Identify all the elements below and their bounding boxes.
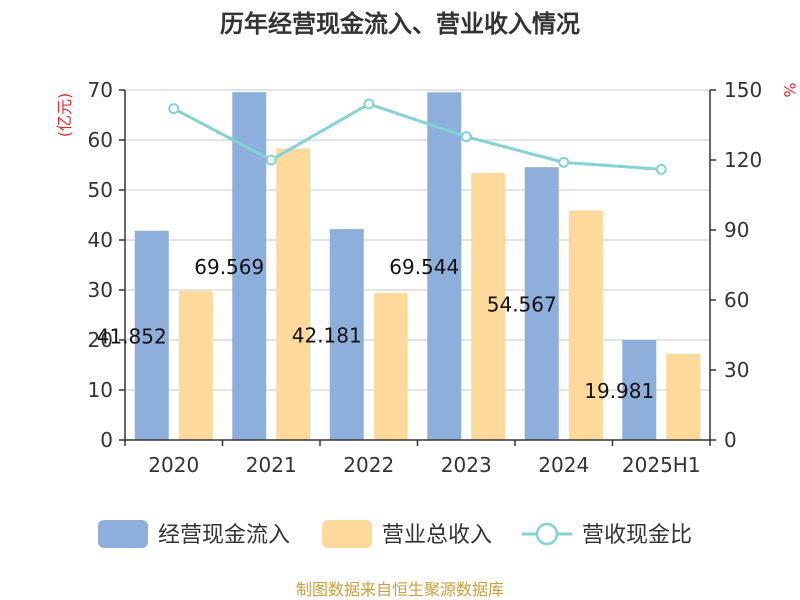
legend-label-cash-inflow: 经营现金流入 — [158, 523, 290, 548]
legend-swatch-cash-inflow — [98, 520, 148, 548]
left-tick-label: 50 — [88, 178, 113, 202]
bar-revenue — [666, 354, 701, 440]
source-note: 制图数据来自恒生聚源数据库 — [296, 580, 504, 599]
bar-cash-inflow — [134, 230, 169, 440]
legend: 经营现金流入 营业总收入 营收现金比 — [98, 520, 692, 548]
bar-revenue — [471, 173, 506, 440]
bar-cash-inflow — [524, 167, 559, 441]
ratio-line — [173, 102, 662, 171]
left-tick-label: 10 — [88, 378, 113, 402]
left-tick-label: 0 — [100, 428, 113, 452]
data-label-cash-inflow: 54.567 — [487, 293, 557, 317]
right-tick-label: 150 — [724, 78, 762, 102]
axes-layer: 0 10 20 30 40 50 60 70 0 30 60 90 120 150 2020 2021 2022… — [88, 78, 763, 477]
x-tick-label: 2023 — [441, 453, 492, 477]
ratio-point — [265, 154, 277, 166]
x-tick-label: 2021 — [246, 453, 297, 477]
bar-cash-inflow — [232, 92, 267, 440]
data-label-cash-inflow: 69.569 — [194, 255, 264, 279]
right-tick-label: 120 — [724, 148, 762, 172]
ratio-point — [558, 156, 570, 168]
bars-layer — [134, 92, 701, 441]
bar-revenue — [276, 148, 311, 440]
chart-title: 历年经营现金流入、营业收入情况 — [220, 10, 580, 38]
bar-revenue — [178, 291, 213, 440]
left-axis-unit: (亿元) — [55, 93, 74, 138]
right-axis-unit: % — [780, 82, 799, 97]
legend-swatch-revenue — [322, 520, 372, 548]
left-tick-label: 70 — [88, 78, 113, 102]
grid-lines — [125, 89, 710, 441]
bar-cash-inflow — [622, 340, 657, 440]
ratio-point — [363, 98, 375, 110]
left-tick-label: 20 — [88, 328, 113, 352]
x-tick-label: 2020 — [148, 453, 199, 477]
data-label-cash-inflow: 42.181 — [292, 324, 362, 348]
bar-cash-inflow — [329, 229, 364, 440]
ratio-point — [655, 163, 667, 175]
ratio-point — [460, 131, 472, 143]
data-label-cash-inflow: 69.544 — [389, 255, 459, 279]
data-labels-layer: 41.852 69.569 42.181 69.544 54.567 19.981 — [97, 255, 654, 403]
left-tick-label: 60 — [88, 128, 113, 152]
data-label-cash-inflow: 41.852 — [97, 324, 167, 348]
bar-revenue — [373, 293, 408, 440]
bar-cash-inflow — [427, 92, 462, 440]
right-tick-label: 60 — [724, 288, 749, 312]
x-tick-label: 2024 — [538, 453, 589, 477]
x-tick-label: 2022 — [343, 453, 394, 477]
legend-swatch-ratio-marker — [535, 522, 559, 546]
right-tick-label: 30 — [724, 358, 749, 382]
ratio-point — [168, 103, 180, 115]
left-tick-label: 30 — [88, 278, 113, 302]
legend-label-ratio: 营收现金比 — [582, 523, 692, 548]
bar-revenue — [568, 210, 603, 440]
x-tick-label: 2025H1 — [622, 453, 701, 477]
right-tick-label: 90 — [724, 218, 749, 242]
legend-label-revenue: 营业总收入 — [382, 523, 492, 548]
data-label-cash-inflow: 19.981 — [584, 379, 654, 403]
right-tick-label: 0 — [724, 428, 737, 452]
ratio-line-layer — [168, 98, 667, 175]
left-tick-label: 40 — [88, 228, 113, 252]
